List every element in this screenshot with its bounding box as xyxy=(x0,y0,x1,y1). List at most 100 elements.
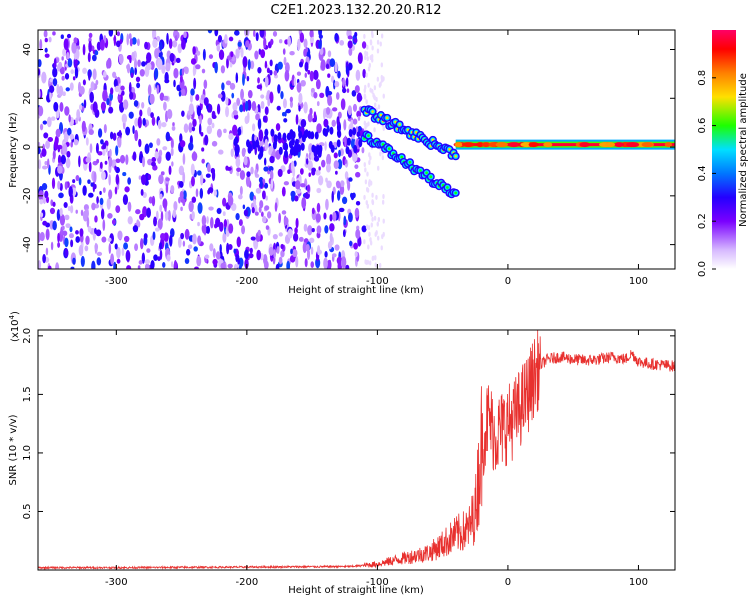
heatmap-cell xyxy=(348,129,353,138)
heatmap-cell xyxy=(57,146,61,153)
heatmap-cell xyxy=(371,57,374,63)
heatmap-cell xyxy=(147,174,152,181)
heatmap-cell xyxy=(178,180,184,188)
heatmap-cell xyxy=(64,237,69,248)
heatmap-cell xyxy=(263,166,269,172)
heatmap-cell xyxy=(75,117,79,125)
heatmap-cell xyxy=(170,138,174,149)
heatmap-cell xyxy=(120,85,125,91)
heatmap-cell xyxy=(371,110,374,113)
heatmap-cell xyxy=(295,114,299,125)
heatmap-cell xyxy=(39,123,44,131)
heatmap-cell xyxy=(272,233,278,240)
heatmap-cell xyxy=(178,165,185,176)
heatmap-cell xyxy=(117,137,122,148)
heatmap-cell xyxy=(42,253,46,264)
heatmap-cell xyxy=(381,143,385,146)
heatmap-cell xyxy=(170,261,174,268)
heatmap-cell xyxy=(118,83,122,96)
heatmap-cell xyxy=(243,209,249,217)
heatmap-cell xyxy=(356,131,361,137)
heatmap-cell xyxy=(223,128,227,134)
heatmap-cell xyxy=(151,161,156,167)
heatmap-cell xyxy=(216,128,222,138)
heatmap-cell xyxy=(161,64,166,74)
heatmap-cell xyxy=(190,58,197,65)
heatmap-cell xyxy=(283,149,288,158)
heatmap-cell xyxy=(379,151,382,157)
heatmap-cell xyxy=(239,104,244,113)
heatmap-cell xyxy=(117,95,121,101)
heatmap-cell xyxy=(244,249,249,260)
heatmap-cell xyxy=(45,228,50,241)
heatmap-cell xyxy=(162,146,168,151)
heatmap-cell xyxy=(216,103,221,115)
heatmap-cell xyxy=(337,70,341,79)
heatmap-cell xyxy=(379,81,382,87)
heatmap-cell xyxy=(316,225,322,234)
heatmap-cell xyxy=(179,140,186,148)
heatmap-cell xyxy=(138,138,142,148)
heatmap-cell xyxy=(94,215,98,223)
heatmap-cell xyxy=(67,58,73,68)
heatmap-cell xyxy=(58,61,63,69)
heatmap-cell xyxy=(241,147,246,157)
heatmap-cell xyxy=(55,128,61,138)
heatmap-cell xyxy=(108,174,111,186)
heatmap-cell xyxy=(57,232,60,243)
heatmap-cell xyxy=(323,257,328,269)
heatmap-cell xyxy=(159,92,165,101)
heatmap-cell xyxy=(278,212,282,224)
heatmap-cell xyxy=(178,196,181,204)
heatmap-cell xyxy=(254,135,258,142)
heatmap-cell xyxy=(88,37,92,43)
heatmap-cell xyxy=(376,48,380,54)
heatmap-cell xyxy=(152,231,156,241)
heatmap-cell xyxy=(49,85,55,93)
heatmap-cell xyxy=(371,192,374,198)
heatmap-cell xyxy=(129,56,132,64)
heatmap-cell xyxy=(257,117,262,130)
heatmap-cell xyxy=(257,229,261,237)
heatmap-cell xyxy=(301,197,307,209)
heatmap-cell xyxy=(207,30,213,34)
heatmap-cell xyxy=(368,160,371,166)
heatmap-cell xyxy=(264,106,269,116)
heatmap-cell xyxy=(153,254,158,261)
heatmap-cell xyxy=(313,111,317,121)
heatmap-cell xyxy=(273,70,278,76)
heatmap-cell xyxy=(300,79,306,87)
heatmap-cell xyxy=(311,144,316,153)
heatmap-cell xyxy=(114,165,117,171)
heatmap-cell xyxy=(59,66,65,75)
heatmap-cell xyxy=(232,124,238,136)
heatmap-cell xyxy=(187,244,193,250)
heatmap-cell xyxy=(373,102,377,108)
heatmap-cell xyxy=(62,91,66,97)
heatmap-cell xyxy=(39,231,45,242)
heatmap-cell xyxy=(142,191,147,198)
heatmap-cell xyxy=(237,194,243,200)
heatmap-cell xyxy=(177,43,182,54)
heatmap-cell xyxy=(334,61,338,73)
heatmap-cell xyxy=(367,134,370,137)
heatmap-cell xyxy=(126,265,132,269)
heatmap-cell xyxy=(108,243,112,255)
heatmap-cell xyxy=(363,33,366,39)
heatmap-cell xyxy=(74,66,79,79)
heatmap-cell xyxy=(242,204,246,210)
heatmap-cell xyxy=(331,107,338,112)
heatmap-cell xyxy=(78,155,81,168)
heatmap-cell xyxy=(240,88,244,101)
heatmap-cell xyxy=(67,127,72,136)
heatmap-cell xyxy=(280,243,284,250)
heatmap-cell xyxy=(92,68,97,80)
heatmap-cell xyxy=(354,251,358,258)
heatmap-cell xyxy=(69,133,75,140)
heatmap-cell xyxy=(43,132,49,139)
heatmap-cell xyxy=(65,157,71,169)
heatmap-cell xyxy=(136,38,140,47)
heatmap-cell xyxy=(203,79,208,90)
heatmap-cell xyxy=(350,119,354,131)
heatmap-cell xyxy=(309,30,314,38)
